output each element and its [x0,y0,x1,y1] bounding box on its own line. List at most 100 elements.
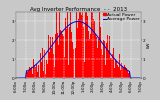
Bar [81,15,82,78]
Bar [119,54,120,78]
Bar [102,56,103,78]
Bar [78,19,79,78]
Bar [115,59,116,78]
Bar [107,35,108,78]
Bar [105,65,106,78]
Bar [113,54,114,78]
Title: Avg Inverter Performance  - -  2013: Avg Inverter Performance - - 2013 [30,7,127,12]
Bar [90,34,91,78]
Bar [82,10,83,78]
Bar [60,30,61,78]
Bar [72,42,73,78]
Bar [33,59,34,78]
Bar [73,49,74,78]
Bar [116,61,117,78]
Bar [101,49,102,78]
Bar [86,10,87,78]
Bar [32,74,33,78]
Bar [26,70,27,78]
Bar [31,67,32,78]
Bar [111,58,112,78]
Bar [53,54,54,78]
Legend: Actual Power, Average Power: Actual Power, Average Power [102,12,140,22]
Bar [49,52,50,78]
Bar [56,10,57,78]
Bar [44,50,45,78]
Bar [36,64,37,78]
Bar [41,62,42,78]
Bar [118,67,119,78]
Bar [48,29,49,78]
Bar [50,37,51,78]
Bar [85,10,86,78]
Bar [110,58,111,78]
Bar [70,10,71,78]
Bar [29,68,30,78]
Bar [89,39,90,78]
Bar [77,28,78,78]
Bar [97,48,98,78]
Bar [104,41,105,78]
Bar [127,70,128,78]
Bar [92,10,93,78]
Bar [88,31,89,78]
Bar [37,72,38,78]
Bar [124,65,125,78]
Bar [108,50,109,78]
Bar [67,10,68,78]
Bar [65,18,66,78]
Bar [28,71,29,78]
Bar [40,53,41,78]
Bar [61,28,62,78]
Bar [112,54,113,78]
Bar [96,37,97,78]
Bar [74,46,75,78]
Bar [83,27,84,78]
Bar [125,67,126,78]
Bar [51,48,52,78]
Bar [126,68,127,78]
Bar [99,10,100,78]
Bar [98,38,99,78]
Bar [47,64,48,78]
Bar [100,46,101,78]
Bar [63,36,64,78]
Bar [46,60,47,78]
Bar [123,68,124,78]
Bar [93,18,94,78]
Bar [54,67,55,78]
Bar [69,27,70,78]
Y-axis label: kW: kW [146,42,150,48]
Bar [76,10,77,78]
Bar [39,77,40,78]
Bar [79,10,80,78]
Bar [43,71,44,78]
Bar [106,43,107,78]
Bar [59,10,60,78]
Bar [120,70,121,78]
Bar [64,57,65,78]
Bar [66,29,67,78]
Bar [55,34,56,78]
Bar [62,34,63,78]
Bar [91,10,92,78]
Bar [84,62,85,78]
Bar [57,33,58,78]
Bar [109,36,110,78]
Bar [94,21,95,78]
Bar [27,72,28,78]
Bar [68,65,69,78]
Bar [128,73,129,78]
Bar [87,16,88,78]
Bar [38,65,39,78]
Bar [117,65,118,78]
Bar [114,68,115,78]
Bar [129,72,130,78]
Bar [30,68,31,78]
Bar [35,67,36,78]
Bar [95,34,96,78]
Bar [80,10,81,78]
Bar [103,40,104,78]
Bar [45,74,46,78]
Bar [42,48,43,78]
